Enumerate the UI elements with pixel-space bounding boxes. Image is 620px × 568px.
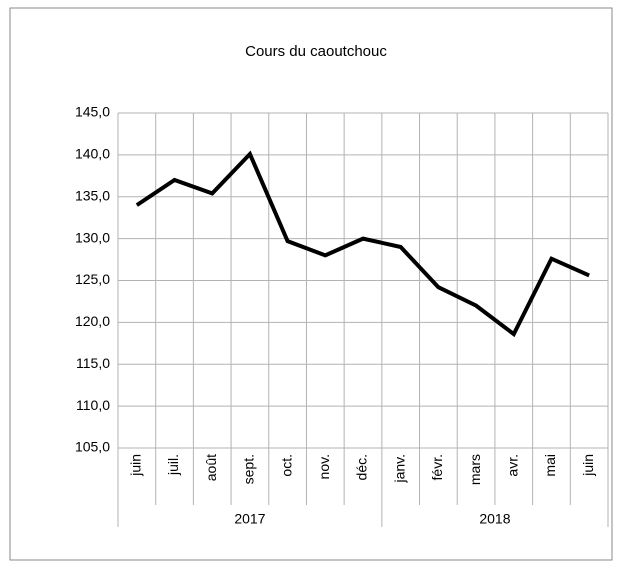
x-tick-label: mars xyxy=(467,454,483,485)
x-tick-label: oct. xyxy=(278,454,294,477)
data-line xyxy=(135,150,590,338)
x-tick-label: mai xyxy=(542,454,558,477)
x-tick-label: juin xyxy=(580,454,596,477)
x-tick-label: sept. xyxy=(241,454,257,484)
x-tick-label: juil. xyxy=(165,454,181,476)
group-label: 2017 xyxy=(234,511,265,527)
x-tick-label: avr. xyxy=(504,454,520,477)
y-tick-label: 115,0 xyxy=(76,355,110,371)
chart-frame xyxy=(9,7,613,561)
x-tick-label: nov. xyxy=(316,454,332,479)
y-tick-label: 125,0 xyxy=(75,271,110,287)
y-tick-label: 120,0 xyxy=(75,313,110,329)
y-tick-label: 105,0 xyxy=(75,439,110,455)
x-tick-label: déc. xyxy=(354,454,370,480)
y-tick-label: 110,0 xyxy=(76,397,110,413)
x-tick-label: juin xyxy=(128,454,144,477)
y-tick-label: 145,0 xyxy=(75,104,110,120)
x-tick-label: août xyxy=(203,454,219,481)
y-tick-label: 140,0 xyxy=(75,146,110,162)
group-label: 2018 xyxy=(479,511,510,527)
x-tick-label: févr. xyxy=(429,454,445,480)
x-tick-label: janv. xyxy=(391,454,407,484)
y-tick-label: 130,0 xyxy=(75,229,110,245)
chart-title: Cours du caoutchouc xyxy=(245,43,387,60)
y-tick-label: 135,0 xyxy=(75,187,110,203)
